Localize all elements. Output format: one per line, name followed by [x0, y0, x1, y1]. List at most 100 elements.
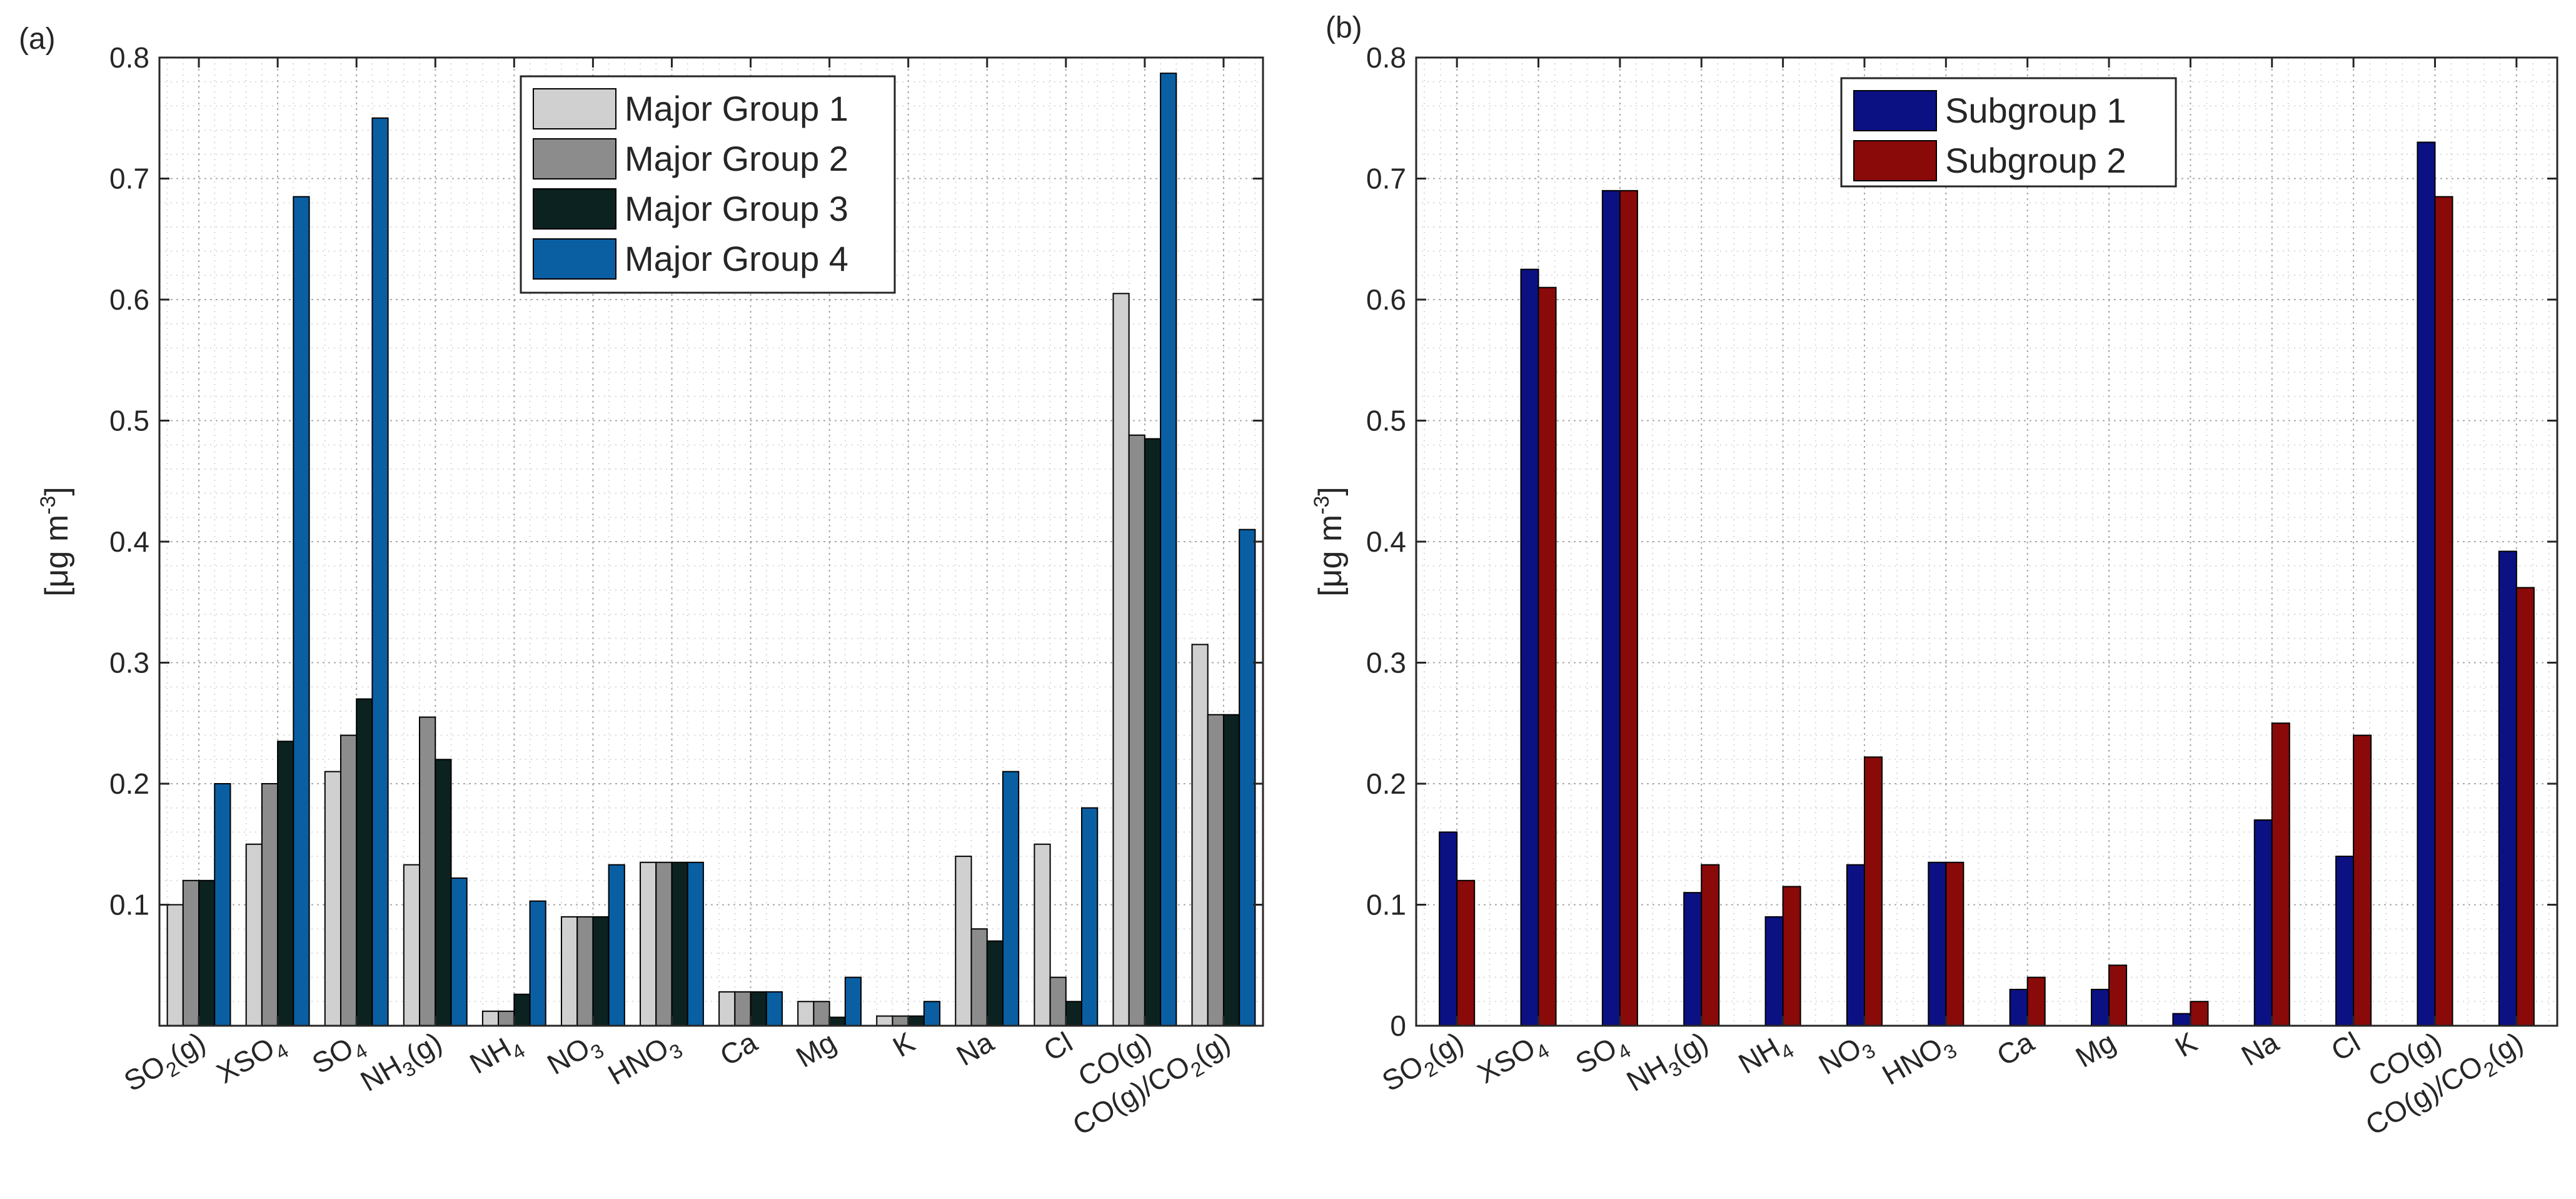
legend: Major Group 1 Major Group 2 Major Group 3 M… — [520, 75, 896, 294]
major-grid — [159, 57, 1263, 1026]
bar — [640, 861, 657, 1027]
bar — [1160, 73, 1177, 1026]
bar — [892, 1015, 909, 1027]
bar — [592, 916, 610, 1026]
legend-label: Subgroup 1 — [1945, 91, 2126, 130]
y-tick-label: 0.2 — [1366, 767, 1406, 800]
legend-swatch — [533, 188, 616, 230]
bar — [687, 861, 704, 1027]
legend-label: Major Group 4 — [625, 239, 848, 278]
bar — [750, 991, 767, 1026]
bar — [907, 1015, 925, 1027]
bar — [560, 916, 578, 1026]
x-tick-label: K — [887, 1025, 920, 1063]
bar — [513, 993, 531, 1026]
y-tick-label: 0.4 — [109, 525, 149, 558]
y-tick-label: 0.5 — [1366, 405, 1406, 437]
x-tick-label: NO3 — [541, 1026, 608, 1086]
bar — [2091, 988, 2110, 1026]
bar — [1112, 293, 1130, 1027]
bar — [293, 196, 310, 1026]
bar — [2271, 722, 2290, 1026]
legend-swatch — [533, 138, 616, 180]
bar — [655, 861, 673, 1027]
bar — [277, 741, 294, 1027]
bar — [1683, 892, 1703, 1027]
y-tick-label: 0.2 — [109, 767, 149, 800]
bar — [1081, 807, 1099, 1026]
bar — [986, 940, 1004, 1027]
y-tick-label: 0.8 — [1366, 41, 1406, 74]
bar — [765, 991, 783, 1026]
bar — [734, 991, 752, 1026]
legend-swatch — [1853, 140, 1937, 181]
x-tick-label: Cl — [1038, 1026, 1078, 1068]
bar — [1222, 714, 1240, 1026]
bar — [1144, 438, 1162, 1026]
bar — [435, 759, 452, 1027]
bar — [718, 991, 736, 1026]
legend-label: Major Group 1 — [625, 89, 848, 128]
series-1 — [166, 293, 1209, 1027]
bar — [1537, 286, 1557, 1026]
bar — [797, 1001, 815, 1027]
x-tick-label: Na — [2236, 1025, 2284, 1072]
bar — [1520, 268, 1539, 1026]
bar — [1191, 644, 1209, 1026]
bar — [1034, 843, 1051, 1026]
bar — [813, 1001, 830, 1027]
series-4 — [214, 73, 1256, 1027]
bar — [1782, 886, 1801, 1026]
bar — [1928, 861, 1947, 1027]
bar — [876, 1015, 893, 1027]
bar — [576, 916, 594, 1026]
y-tick-label: 0.5 — [109, 405, 149, 437]
series-2 — [1456, 190, 2535, 1027]
bar — [214, 783, 231, 1026]
legend-swatch — [533, 88, 616, 129]
x-tick-label: NH4 — [1733, 1026, 1798, 1085]
bar — [1239, 529, 1256, 1026]
bar — [2253, 819, 2273, 1027]
bar — [923, 1001, 941, 1027]
x-tick-label: Mg — [790, 1026, 841, 1074]
bar — [955, 856, 972, 1026]
bar — [419, 716, 436, 1026]
bar — [2515, 587, 2535, 1026]
y-tick-label: 0.4 — [1366, 525, 1406, 558]
series-2 — [182, 434, 1224, 1027]
bar — [340, 734, 358, 1026]
y-tick-label: 0.1 — [109, 889, 149, 921]
y-tick-label: 0.3 — [1366, 647, 1406, 679]
x-tick-label: XSO4 — [1472, 1026, 1553, 1095]
bar — [182, 879, 200, 1027]
legend-swatch — [533, 238, 616, 280]
y-tick-label: 0.6 — [1366, 283, 1406, 316]
x-tick-label: Ca — [1991, 1025, 2040, 1072]
x-tick-label: NH4 — [464, 1026, 528, 1085]
bar — [166, 904, 184, 1026]
x-tick-label: NO3 — [1813, 1026, 1879, 1086]
bar — [1945, 861, 1965, 1027]
bar — [2498, 550, 2517, 1026]
bar — [403, 864, 421, 1027]
x-tick-label: XSO4 — [211, 1026, 293, 1095]
bar — [529, 900, 546, 1026]
y-tick-label: 0.1 — [1366, 889, 1406, 921]
bar — [261, 783, 279, 1026]
bar — [1439, 831, 1458, 1027]
x-tick-label: HNO3 — [1876, 1026, 1960, 1096]
panel-label: (b) — [1326, 11, 1362, 44]
bar — [450, 877, 468, 1027]
bar — [1863, 756, 1883, 1027]
x-tick-label: Ca — [715, 1025, 763, 1072]
legend-label: Major Group 2 — [625, 139, 848, 178]
y-tick-label: 0.6 — [109, 283, 149, 316]
bar — [2335, 856, 2355, 1026]
bar — [356, 698, 373, 1027]
y-axis-label: [μg m-3] — [1310, 487, 1349, 597]
x-tick-label: Na — [951, 1025, 999, 1072]
